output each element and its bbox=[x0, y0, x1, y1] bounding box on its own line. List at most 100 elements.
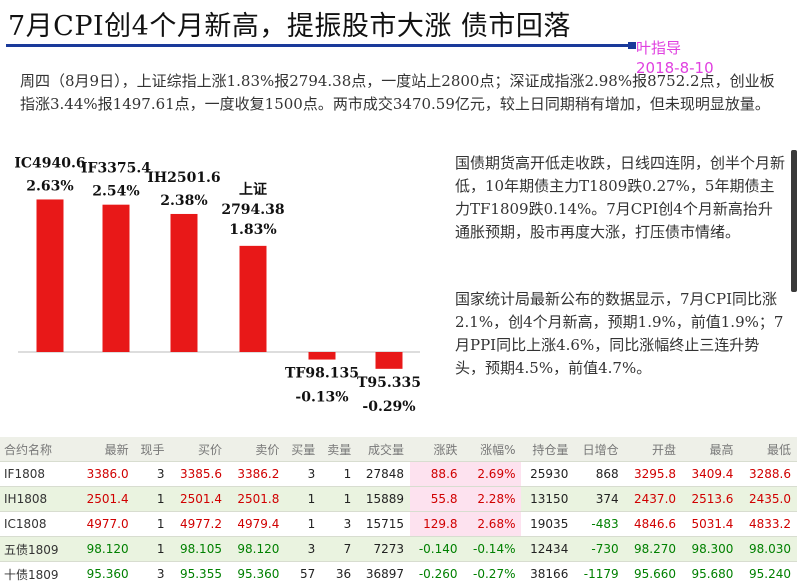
table-cell: 7 bbox=[321, 536, 358, 562]
bar-5 bbox=[375, 352, 403, 369]
bar-4 bbox=[308, 352, 336, 360]
table-cell: 2.68% bbox=[463, 511, 522, 537]
table-cell: 95.360 bbox=[77, 561, 135, 586]
column-header[interactable]: 最高 bbox=[682, 437, 740, 462]
bar-label-change-2: 2.38% bbox=[160, 193, 207, 209]
table-cell: 12434 bbox=[521, 536, 575, 562]
table-cell: 2501.4 bbox=[77, 486, 135, 512]
table-row[interactable]: IC1808 4977.0 1 4977.2 4979.4 1 3 15715 129.8 2.6… bbox=[0, 511, 797, 537]
table-cell: 4979.4 bbox=[227, 511, 286, 537]
table-cell: 98.120 bbox=[227, 536, 286, 562]
table-cell: 88.6 bbox=[410, 461, 464, 487]
table-cell: 129.8 bbox=[410, 511, 464, 537]
table-cell: 3 bbox=[285, 536, 322, 562]
column-header[interactable]: 日增仓 bbox=[574, 437, 625, 462]
table-cell: 1 bbox=[321, 486, 358, 512]
table-cell: 4977.0 bbox=[77, 511, 135, 537]
table-cell: -0.260 bbox=[410, 561, 464, 586]
bar-label-change-5: -0.29% bbox=[362, 399, 415, 415]
table-cell: 2501.4 bbox=[170, 486, 228, 512]
table-row[interactable]: IF1808 3386.0 3 3385.6 3386.2 3 1 27848 88.6 2.69… bbox=[0, 461, 797, 487]
table-cell: 98.120 bbox=[77, 536, 135, 562]
bar-3 bbox=[239, 245, 267, 352]
column-header[interactable]: 卖价 bbox=[227, 437, 286, 462]
scrollbar[interactable] bbox=[791, 150, 797, 292]
table-cell: 2435.0 bbox=[739, 486, 797, 512]
column-header[interactable]: 涨幅% bbox=[463, 437, 522, 462]
table-cell: 4977.2 bbox=[170, 511, 228, 537]
table-cell: 1 bbox=[285, 511, 322, 537]
table-cell: 95.240 bbox=[739, 561, 797, 586]
column-header[interactable]: 买价 bbox=[170, 437, 228, 462]
table-cell: 3 bbox=[285, 461, 322, 487]
table-cell: 7273 bbox=[357, 536, 411, 562]
table-cell: 38166 bbox=[521, 561, 575, 586]
table-cell: 15889 bbox=[357, 486, 411, 512]
table-cell: 3386.2 bbox=[227, 461, 286, 487]
table-cell: 95.360 bbox=[227, 561, 286, 586]
futures-quote-table: 合约名称 最新 现手 买价 卖价 买量 卖量 成交量 涨跌 涨幅% 持仓量 日增仓 开盘 最高 最低 IF1… bbox=[0, 437, 797, 586]
table-cell: 3386.0 bbox=[77, 461, 135, 487]
futures-change-bar-chart: IC4940.6 2.63% IF3375.4 2.54% IH2501.6 2.38% 上… bbox=[14, 155, 421, 415]
table-cell: 3 bbox=[321, 511, 358, 537]
table-cell: 3288.6 bbox=[739, 461, 797, 487]
bar-label-name-2: IH2501.6 bbox=[147, 170, 220, 186]
table-cell: -0.14% bbox=[463, 536, 522, 562]
column-header[interactable]: 涨跌 bbox=[410, 437, 464, 462]
table-cell: IC1808 bbox=[0, 511, 78, 537]
bar-label-change-1: 2.54% bbox=[92, 184, 139, 200]
column-header[interactable]: 现手 bbox=[134, 437, 171, 462]
bar-label-name-0: IC4940.6 bbox=[14, 155, 85, 171]
table-header-row: 合约名称 最新 现手 买价 卖价 买量 卖量 成交量 涨跌 涨幅% 持仓量 日增仓 开盘 最高 最低 bbox=[0, 437, 797, 462]
market-summary: 周四（8月9日），上证综指上涨1.83%报2794.38点，一度站上2800点；… bbox=[20, 72, 775, 113]
table-cell: 1 bbox=[285, 486, 322, 512]
bar-label-price-3: 2794.38 bbox=[221, 202, 284, 218]
table-cell: -730 bbox=[574, 536, 625, 562]
table-cell: 98.300 bbox=[682, 536, 740, 562]
table-cell: 57 bbox=[285, 561, 322, 586]
table-cell: -0.27% bbox=[463, 561, 522, 586]
table-cell: 13150 bbox=[521, 486, 575, 512]
table-cell: 95.660 bbox=[624, 561, 683, 586]
table-row[interactable]: IH1808 2501.4 1 2501.4 2501.8 1 1 15889 55.8 2.28… bbox=[0, 486, 797, 512]
table-cell: IF1808 bbox=[0, 461, 78, 487]
bar-label-name-5: T95.335 bbox=[357, 375, 421, 391]
column-header[interactable]: 最低 bbox=[739, 437, 797, 462]
column-header[interactable]: 持仓量 bbox=[521, 437, 575, 462]
column-header[interactable]: 卖量 bbox=[321, 437, 358, 462]
table-cell: 2513.6 bbox=[682, 486, 740, 512]
column-header[interactable]: 合约名称 bbox=[0, 437, 78, 462]
table-cell: 2.69% bbox=[463, 461, 522, 487]
table-cell: 1 bbox=[134, 511, 171, 537]
bar-label-change-0: 2.63% bbox=[26, 178, 73, 194]
table-cell: 3385.6 bbox=[170, 461, 228, 487]
table-cell: 2.28% bbox=[463, 486, 522, 512]
title-underline bbox=[6, 44, 634, 47]
table-cell: 15715 bbox=[357, 511, 411, 537]
table-cell: 98.030 bbox=[739, 536, 797, 562]
bar-1 bbox=[102, 204, 130, 352]
table-cell: 55.8 bbox=[410, 486, 464, 512]
column-header[interactable]: 最新 bbox=[77, 437, 135, 462]
table-cell: 19035 bbox=[521, 511, 575, 537]
table-cell: 95.680 bbox=[682, 561, 740, 586]
table-row[interactable]: 十债1809 95.360 3 95.355 95.360 57 36 36897 -0.260… bbox=[0, 561, 797, 586]
bond-futures-paragraph: 国债期货高开低走收跌，日线四连阴，创半个月新低，10年期债主力T1809跌0.2… bbox=[455, 154, 786, 241]
table-row[interactable]: 五债1809 98.120 1 98.105 98.120 3 7 7273 -0.140 -0.… bbox=[0, 536, 797, 562]
table-cell: 3 bbox=[134, 461, 171, 487]
table-cell: 2437.0 bbox=[624, 486, 683, 512]
table-cell: 36 bbox=[321, 561, 358, 586]
column-header[interactable]: 开盘 bbox=[624, 437, 683, 462]
author-name: 叶指导 bbox=[636, 39, 682, 57]
table-cell: 3 bbox=[134, 561, 171, 586]
table-cell: 2501.8 bbox=[227, 486, 286, 512]
table-cell: 3409.4 bbox=[682, 461, 740, 487]
table-cell: 374 bbox=[574, 486, 625, 512]
table-cell: -0.140 bbox=[410, 536, 464, 562]
column-header[interactable]: 买量 bbox=[285, 437, 322, 462]
column-header[interactable]: 成交量 bbox=[357, 437, 411, 462]
table-cell: -1179 bbox=[574, 561, 625, 586]
table-cell: 十债1809 bbox=[0, 561, 78, 586]
bar-label-name-3: 上证 bbox=[239, 182, 267, 198]
table-cell: 1 bbox=[134, 486, 171, 512]
